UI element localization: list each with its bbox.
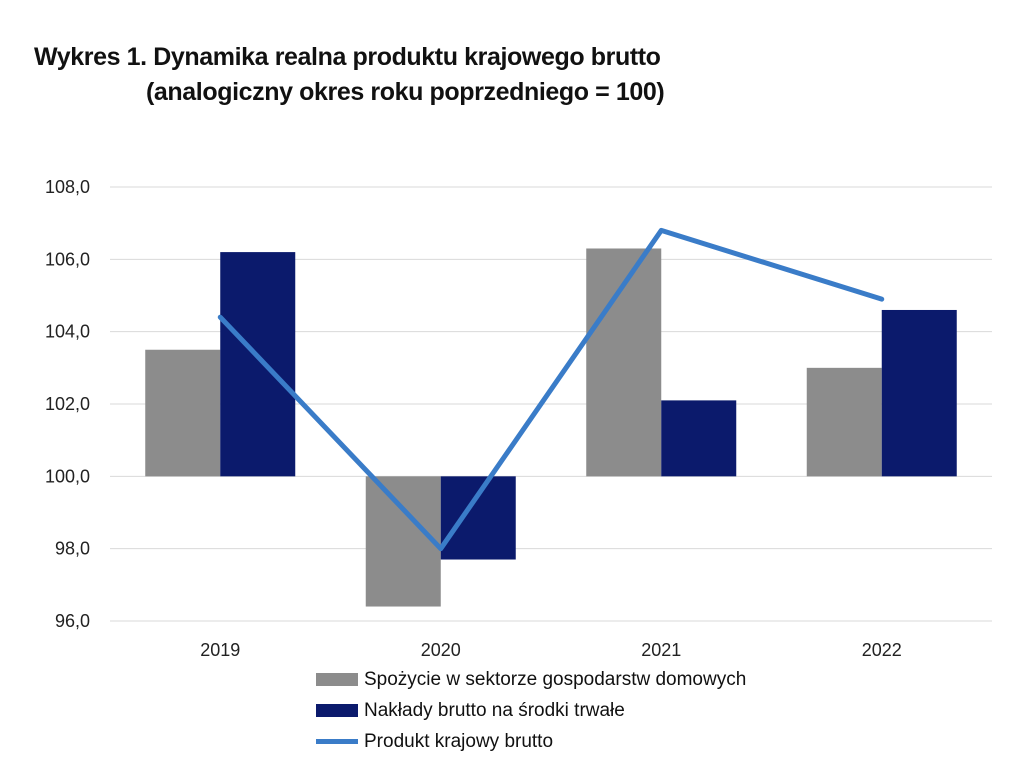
x-tick-label: 2019 xyxy=(200,640,240,660)
y-tick-label: 100,0 xyxy=(45,466,90,486)
line-series xyxy=(217,227,885,552)
legend-item-fixed-investment: Nakłady brutto na środki trwałe xyxy=(316,695,746,726)
bar-household-consumption-2020 xyxy=(365,476,441,607)
legend-swatch-fixed-investment xyxy=(316,704,358,717)
y-tick-label: 104,0 xyxy=(45,322,90,342)
legend-item-gdp: Produkt krajowy brutto xyxy=(316,726,746,757)
legend-label-gdp: Produkt krajowy brutto xyxy=(364,730,554,752)
bar-household-consumption-2019 xyxy=(145,349,221,477)
y-tick-label: 102,0 xyxy=(45,394,90,414)
legend-swatch-gdp xyxy=(316,739,358,744)
legend-label-fixed-investment: Nakłady brutto na środki trwałe xyxy=(364,699,625,721)
line-gdp xyxy=(217,227,885,552)
chart-title: Wykres 1. Dynamika realna produktu krajo… xyxy=(34,40,665,110)
y-tick-label: 106,0 xyxy=(45,249,90,269)
bars xyxy=(145,248,957,607)
chart-title-line-1: Wykres 1. Dynamika realna produktu krajo… xyxy=(34,43,661,71)
legend-item-household-consumption: Spożycie w sektorze gospodarstw domowych xyxy=(316,664,746,695)
y-tick-label: 98,0 xyxy=(55,539,90,559)
bar-fixed-investment-2019 xyxy=(220,252,296,477)
legend-swatch-household-consumption xyxy=(316,673,358,686)
x-tick-label: 2022 xyxy=(862,640,902,660)
chart-title-line-2: (analogiczny okres roku poprzedniego = 1… xyxy=(146,78,665,106)
y-tick-label: 108,0 xyxy=(45,177,90,197)
y-axis-labels: 96,0 98,0 100,0 102,0 104,0 106,0 108,0 xyxy=(45,177,90,631)
x-tick-label: 2020 xyxy=(421,640,461,660)
legend: Spożycie w sektorze gospodarstw domowych… xyxy=(316,664,746,757)
legend-label-household-consumption: Spożycie w sektorze gospodarstw domowych xyxy=(364,668,747,690)
bar-fixed-investment-2020 xyxy=(440,476,516,560)
bar-fixed-investment-2022 xyxy=(881,309,957,477)
x-tick-label: 2021 xyxy=(641,640,681,660)
bar-household-consumption-2022 xyxy=(806,367,882,477)
bar-fixed-investment-2021 xyxy=(661,400,737,477)
x-axis-labels: 2019 2020 2021 2022 xyxy=(200,640,902,660)
y-tick-label: 96,0 xyxy=(55,611,90,631)
